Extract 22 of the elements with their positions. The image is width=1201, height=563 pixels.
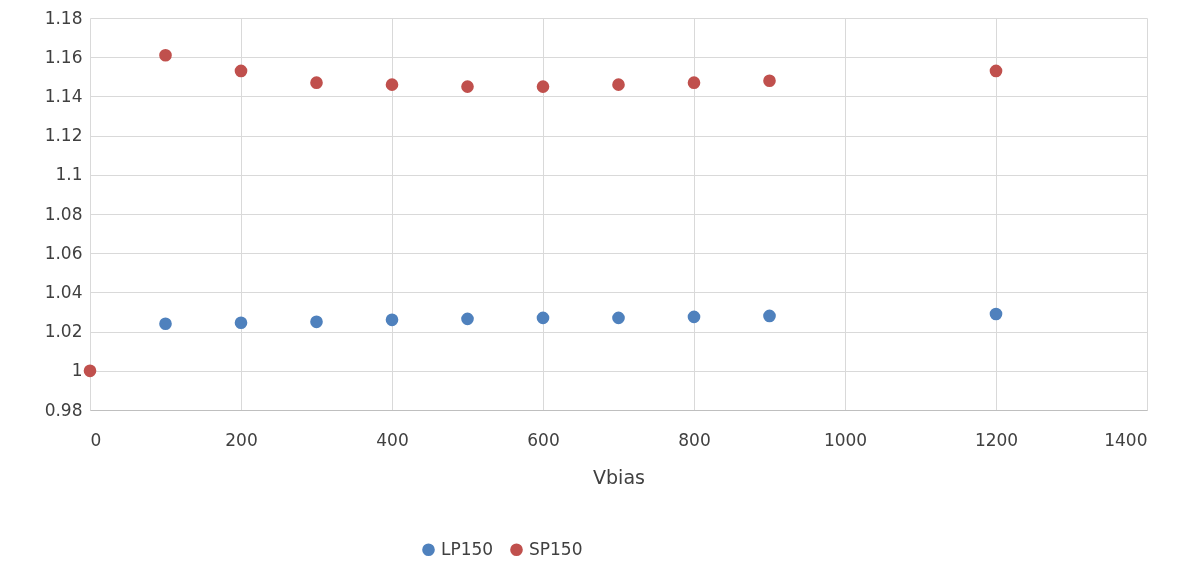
y-tick-label: 1.16 — [44, 46, 83, 67]
x-axis-title: Vbias — [593, 465, 645, 488]
y-tick-label: 1.06 — [44, 242, 83, 263]
y-tick-label: 1.04 — [44, 281, 83, 302]
x-tick-label: 1400 — [1104, 429, 1148, 450]
x-tick-label: 400 — [376, 429, 409, 450]
y-tick-label: 1 — [71, 360, 83, 381]
y-tick-label: 1.08 — [44, 203, 83, 224]
legend-label: SP150 — [529, 538, 583, 559]
x-tick-label: 200 — [225, 429, 258, 450]
y-tick-label: 1.12 — [44, 125, 83, 146]
y-tick-label: 1.18 — [44, 7, 83, 28]
x-tick-label: 600 — [527, 429, 560, 450]
y-tick-label: 1.02 — [44, 321, 83, 342]
x-tick-label: 1000 — [823, 429, 868, 450]
legend-label: LP150 — [441, 538, 494, 559]
x-tick-label: 1200 — [974, 429, 1019, 450]
x-tick-label: 0 — [90, 429, 102, 450]
y-tick-label: 0.98 — [44, 399, 83, 420]
y-tick-label: 1.1 — [55, 164, 83, 185]
y-tick-label: 1.14 — [44, 85, 83, 106]
x-tick-label: 800 — [678, 429, 711, 450]
